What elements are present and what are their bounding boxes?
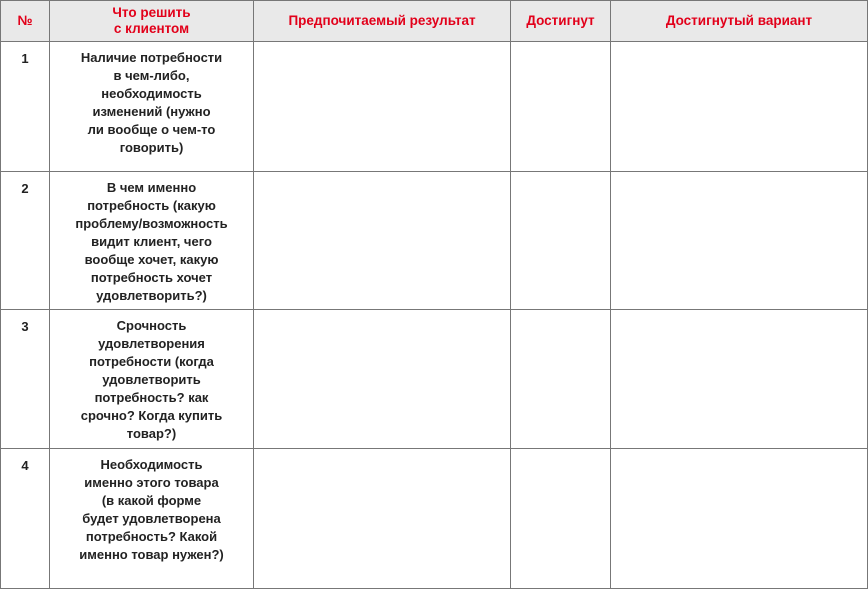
- row-task: В чем именно потребность (какую проблему…: [49, 171, 254, 310]
- row-task: Необходимость именно этого товара (в как…: [49, 448, 254, 589]
- row-number: 2: [0, 171, 50, 310]
- header-achieved: Достигнут: [510, 0, 611, 42]
- cell-achieved[interactable]: [510, 448, 611, 589]
- row-number: 4: [0, 448, 50, 589]
- cell-achieved-variant[interactable]: [610, 309, 868, 449]
- header-row: № Что решить с клиентом Предпочитаемый р…: [0, 0, 868, 42]
- row-task: Срочность удовлетворения потребности (ко…: [49, 309, 254, 449]
- row-task: Наличие потребности в чем-либо, необходи…: [49, 41, 254, 172]
- row-number: 3: [0, 309, 50, 449]
- header-achieved-variant: Достигнутый вариант: [610, 0, 868, 42]
- cell-achieved-variant[interactable]: [610, 171, 868, 310]
- row-number: 1: [0, 41, 50, 172]
- cell-achieved-variant[interactable]: [610, 41, 868, 172]
- cell-preferred[interactable]: [253, 309, 511, 449]
- table-row: 4 Необходимость именно этого товара (в к…: [0, 448, 868, 589]
- header-preferred-result: Предпочитаемый результат: [253, 0, 511, 42]
- table-row: 3 Срочность удовлетворения потребности (…: [0, 309, 868, 449]
- cell-preferred[interactable]: [253, 448, 511, 589]
- cell-achieved[interactable]: [510, 171, 611, 310]
- cell-preferred[interactable]: [253, 171, 511, 310]
- table-row: 1 Наличие потребности в чем-либо, необхо…: [0, 41, 868, 172]
- table-row: 2 В чем именно потребность (какую пробле…: [0, 171, 868, 310]
- header-number: №: [0, 0, 50, 42]
- cell-achieved[interactable]: [510, 41, 611, 172]
- cell-preferred[interactable]: [253, 41, 511, 172]
- cell-achieved[interactable]: [510, 309, 611, 449]
- header-task: Что решить с клиентом: [49, 0, 254, 42]
- cell-achieved-variant[interactable]: [610, 448, 868, 589]
